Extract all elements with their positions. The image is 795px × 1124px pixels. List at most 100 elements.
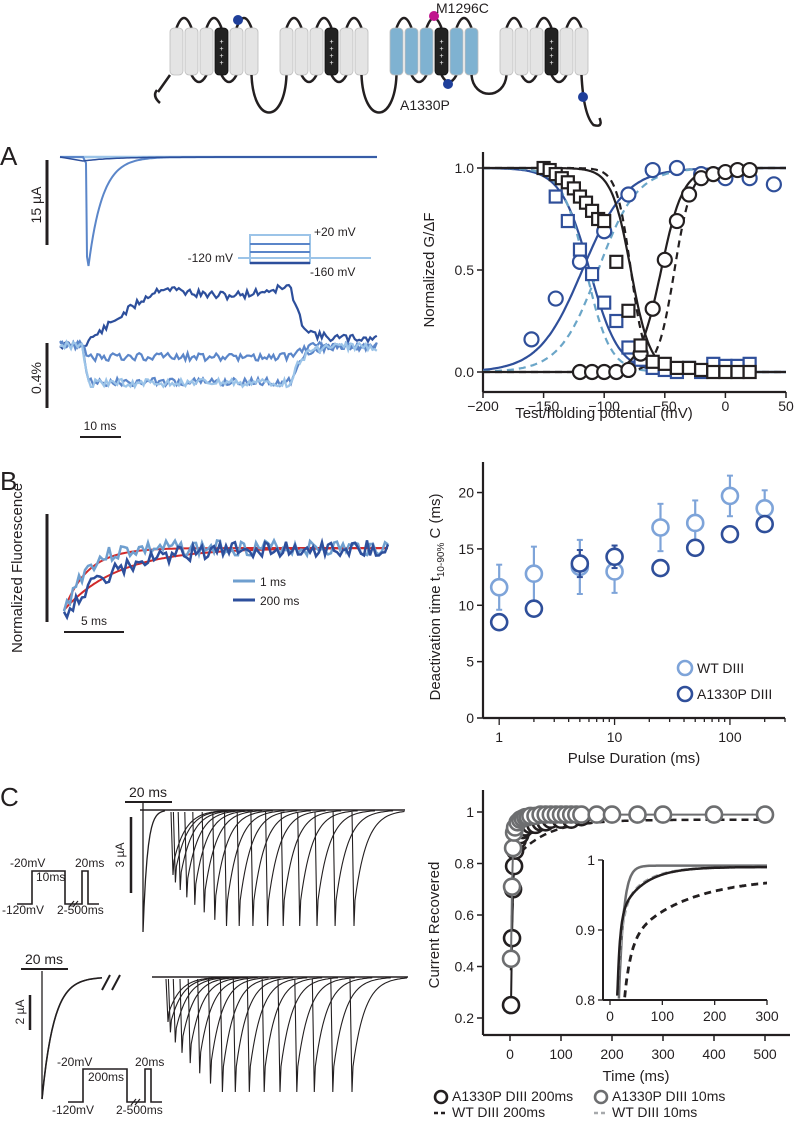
test-pulse-current (172, 976, 234, 1043)
y-tick-label: 5 (466, 654, 474, 670)
charge-plus-icon: + (439, 46, 443, 53)
extracellular-loop (285, 16, 303, 29)
data-point-square (572, 242, 588, 257)
data-point-square (633, 338, 648, 353)
data-point-circle (765, 176, 782, 193)
data-point-circle (644, 300, 661, 317)
transmembrane-helix (449, 27, 464, 76)
c-bot-step-dur-label: 200ms (88, 1070, 124, 1084)
legend-label: A1330P DIII 10ms (612, 1088, 725, 1104)
data-point-circle (620, 361, 637, 379)
extracellular-loop (455, 16, 473, 29)
transmembrane-helix (294, 27, 309, 76)
data-point-square (560, 213, 575, 229)
data-point-square (609, 313, 624, 329)
inset-a1330p-10ms-fit (617, 864, 767, 999)
c-bot-hold-label: -120mV (52, 1103, 94, 1117)
panel-c-top-traces (140, 802, 405, 933)
legend-label: A1330P DIII (697, 686, 772, 702)
chart-deactivation-time: 1 10 100 0 5 10 15 20 Pulse Duration (ms) Deactiv… (427, 462, 786, 767)
x-tick-label: 1 (495, 729, 503, 745)
y-tick-label: 0 (466, 710, 474, 726)
panel-label-a: A (0, 141, 18, 171)
y-tick-label: 20 (458, 485, 474, 501)
extracellular-loop (505, 16, 523, 29)
test-pulse-current (297, 810, 358, 927)
axis-break-mark (111, 974, 121, 991)
test-pulse-current (177, 809, 239, 891)
transmembrane-helix (499, 27, 514, 76)
test-pulse-current (165, 976, 226, 1023)
data-point-circle (668, 212, 686, 230)
x-tick-label: −100 (588, 398, 620, 414)
data-point-circle (523, 331, 540, 348)
x-tick-label: 500 (753, 1046, 777, 1062)
data-point (570, 554, 590, 573)
data-point-square (742, 364, 757, 380)
transmembrane-helix (354, 27, 369, 76)
transmembrane-helix (574, 27, 589, 76)
data-point (653, 805, 673, 824)
axis-break-mark (101, 974, 111, 991)
data-point-square (657, 356, 672, 371)
interdomain-linker (250, 74, 288, 114)
charge-plus-icon: + (329, 60, 333, 67)
current-trace-small (59, 156, 377, 162)
c-top-test-dur-label: 20ms (75, 856, 104, 870)
x-tick-label: 300 (651, 1046, 675, 1062)
data-point-square (584, 266, 600, 282)
legend-marker (676, 659, 694, 677)
transmembrane-helix (529, 27, 544, 76)
break-mark (72, 900, 79, 908)
test-pulse-current (294, 977, 355, 1093)
data-point-square (609, 254, 624, 269)
x-tick-label: 50 (778, 398, 794, 414)
x-tick-label: −50 (653, 398, 677, 414)
intracellular-loop (550, 74, 568, 84)
x-tick-label: 100 (718, 729, 742, 745)
intracellular-loop (410, 74, 428, 84)
data-point (489, 612, 509, 632)
c-bot-current-scale-label: 2 µA (13, 1000, 27, 1025)
fluor-trace-1ms (62, 537, 389, 612)
data-point-square (718, 364, 733, 380)
inset-y-tick-label: 0.9 (576, 922, 596, 938)
data-point (524, 599, 544, 618)
data-point-square (621, 303, 636, 318)
data-point (501, 949, 521, 969)
voltage-protocol-c-bottom (68, 1068, 162, 1106)
data-point (704, 805, 724, 824)
legend-label: A1330P DIII 200ms (452, 1088, 573, 1104)
extracellular-loop (535, 16, 553, 29)
fluor-trace-hyperpolarized (59, 283, 378, 351)
inset-x-tick-label: 200 (703, 1008, 727, 1024)
data-point (501, 995, 521, 1015)
fluor-trace-most-depolarized (59, 339, 378, 390)
mutation-site-dot (233, 15, 243, 25)
transmembrane-helix (389, 27, 404, 76)
data-point-circle (547, 290, 564, 307)
test-pulse-current (179, 976, 241, 1053)
charge-plus-icon: + (439, 39, 443, 46)
transmembrane-helix (184, 27, 199, 76)
charge-plus-icon: + (219, 53, 223, 60)
test-pulse-current (197, 977, 258, 1074)
extracellular-loop (565, 16, 583, 29)
transmembrane-helix (169, 27, 184, 76)
data-point-square (706, 364, 721, 380)
data-point (755, 805, 775, 824)
x-axis-label: Test/holding potential (mV) (515, 405, 693, 422)
data-point (489, 577, 509, 597)
charge-plus-icon: + (439, 53, 443, 60)
y-tick-label: 0.4 (455, 959, 475, 975)
test-pulse-current (332, 810, 394, 927)
extracellular-loop (235, 16, 253, 29)
c-bot-time-scale-label: 20 ms (25, 951, 63, 967)
data-point (720, 524, 740, 544)
inset-wt-200ms-fit (623, 881, 767, 998)
y-axis-label: Current Recovered (426, 862, 443, 989)
data-point-circle (644, 161, 661, 179)
data-point (504, 856, 524, 876)
current-trace-large (60, 156, 377, 267)
chart-gv-curves: −200 −150 −100 −50 0 50 0.0 0.5 1.0 Test/holding … (421, 152, 794, 422)
